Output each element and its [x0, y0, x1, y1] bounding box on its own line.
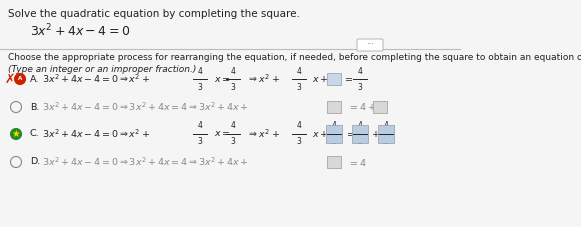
Text: 4: 4	[357, 67, 363, 76]
Text: 3: 3	[296, 82, 302, 91]
Text: $=4+$: $=4+$	[348, 101, 376, 113]
Text: 3: 3	[198, 138, 202, 146]
Text: 4: 4	[332, 121, 336, 131]
Text: $=$: $=$	[343, 74, 354, 84]
Text: B.: B.	[30, 103, 40, 111]
Text: 3: 3	[296, 138, 302, 146]
Text: $x=$: $x=$	[214, 74, 231, 84]
Text: $x+$: $x+$	[312, 129, 329, 139]
Text: A: A	[18, 76, 22, 81]
Text: 4: 4	[357, 121, 363, 131]
FancyBboxPatch shape	[378, 125, 394, 143]
Text: 4: 4	[231, 121, 235, 131]
FancyBboxPatch shape	[352, 125, 368, 143]
FancyBboxPatch shape	[327, 73, 341, 85]
Text: 4: 4	[198, 67, 202, 76]
Text: 4: 4	[383, 121, 389, 131]
Text: ★: ★	[12, 129, 20, 139]
Text: D.: D.	[30, 158, 40, 166]
Text: 9: 9	[383, 138, 389, 146]
Text: $\Rightarrow x^2+$: $\Rightarrow x^2+$	[247, 73, 280, 85]
Text: Solve the quadratic equation by completing the square.: Solve the quadratic equation by completi…	[8, 9, 300, 19]
Text: $=$: $=$	[345, 129, 356, 138]
Text: 4: 4	[198, 121, 202, 131]
Text: Choose the appropriate process for rearranging the equation, if needed, before c: Choose the appropriate process for rearr…	[8, 53, 581, 62]
Text: 3: 3	[231, 138, 235, 146]
FancyBboxPatch shape	[357, 39, 383, 51]
Text: 3: 3	[198, 82, 202, 91]
FancyBboxPatch shape	[326, 125, 342, 143]
Text: A.: A.	[30, 74, 40, 84]
Text: (Type an integer or an improper fraction.): (Type an integer or an improper fraction…	[8, 65, 196, 74]
FancyBboxPatch shape	[373, 101, 387, 113]
FancyBboxPatch shape	[327, 101, 341, 113]
Text: 3: 3	[357, 82, 363, 91]
Text: $=4$: $=4$	[348, 156, 367, 168]
Circle shape	[10, 128, 21, 140]
Text: 3: 3	[357, 138, 363, 146]
Text: $3x^2+4x-4=0\Rightarrow 3x^2+4x=4\Rightarrow 3x^2+4x+$: $3x^2+4x-4=0\Rightarrow 3x^2+4x=4\Righta…	[42, 156, 249, 168]
Text: 9: 9	[332, 138, 336, 146]
Text: 3: 3	[231, 82, 235, 91]
Text: ✗: ✗	[5, 72, 16, 86]
Text: $3x^2+4x-4=0\Rightarrow x^2+$: $3x^2+4x-4=0\Rightarrow x^2+$	[42, 73, 150, 85]
Text: ···: ···	[366, 40, 374, 49]
FancyBboxPatch shape	[327, 156, 341, 168]
Text: C.: C.	[30, 129, 40, 138]
Text: $3x^2+4x-4=0\Rightarrow x^2+$: $3x^2+4x-4=0\Rightarrow x^2+$	[42, 128, 150, 140]
Text: $3x^2+4x-4=0\Rightarrow 3x^2+4x=4\Rightarrow 3x^2+4x+$: $3x^2+4x-4=0\Rightarrow 3x^2+4x=4\Righta…	[42, 101, 249, 113]
Text: $\Rightarrow x^2+$: $\Rightarrow x^2+$	[247, 128, 280, 140]
Text: 4: 4	[296, 121, 302, 131]
Text: $3x^2+4x-4=0$: $3x^2+4x-4=0$	[30, 23, 130, 39]
Text: $x=$: $x=$	[214, 129, 231, 138]
Circle shape	[15, 74, 26, 84]
Text: 4: 4	[296, 67, 302, 76]
Text: $x+$: $x+$	[312, 74, 329, 84]
Text: $+$: $+$	[371, 129, 380, 139]
Text: 4: 4	[231, 67, 235, 76]
